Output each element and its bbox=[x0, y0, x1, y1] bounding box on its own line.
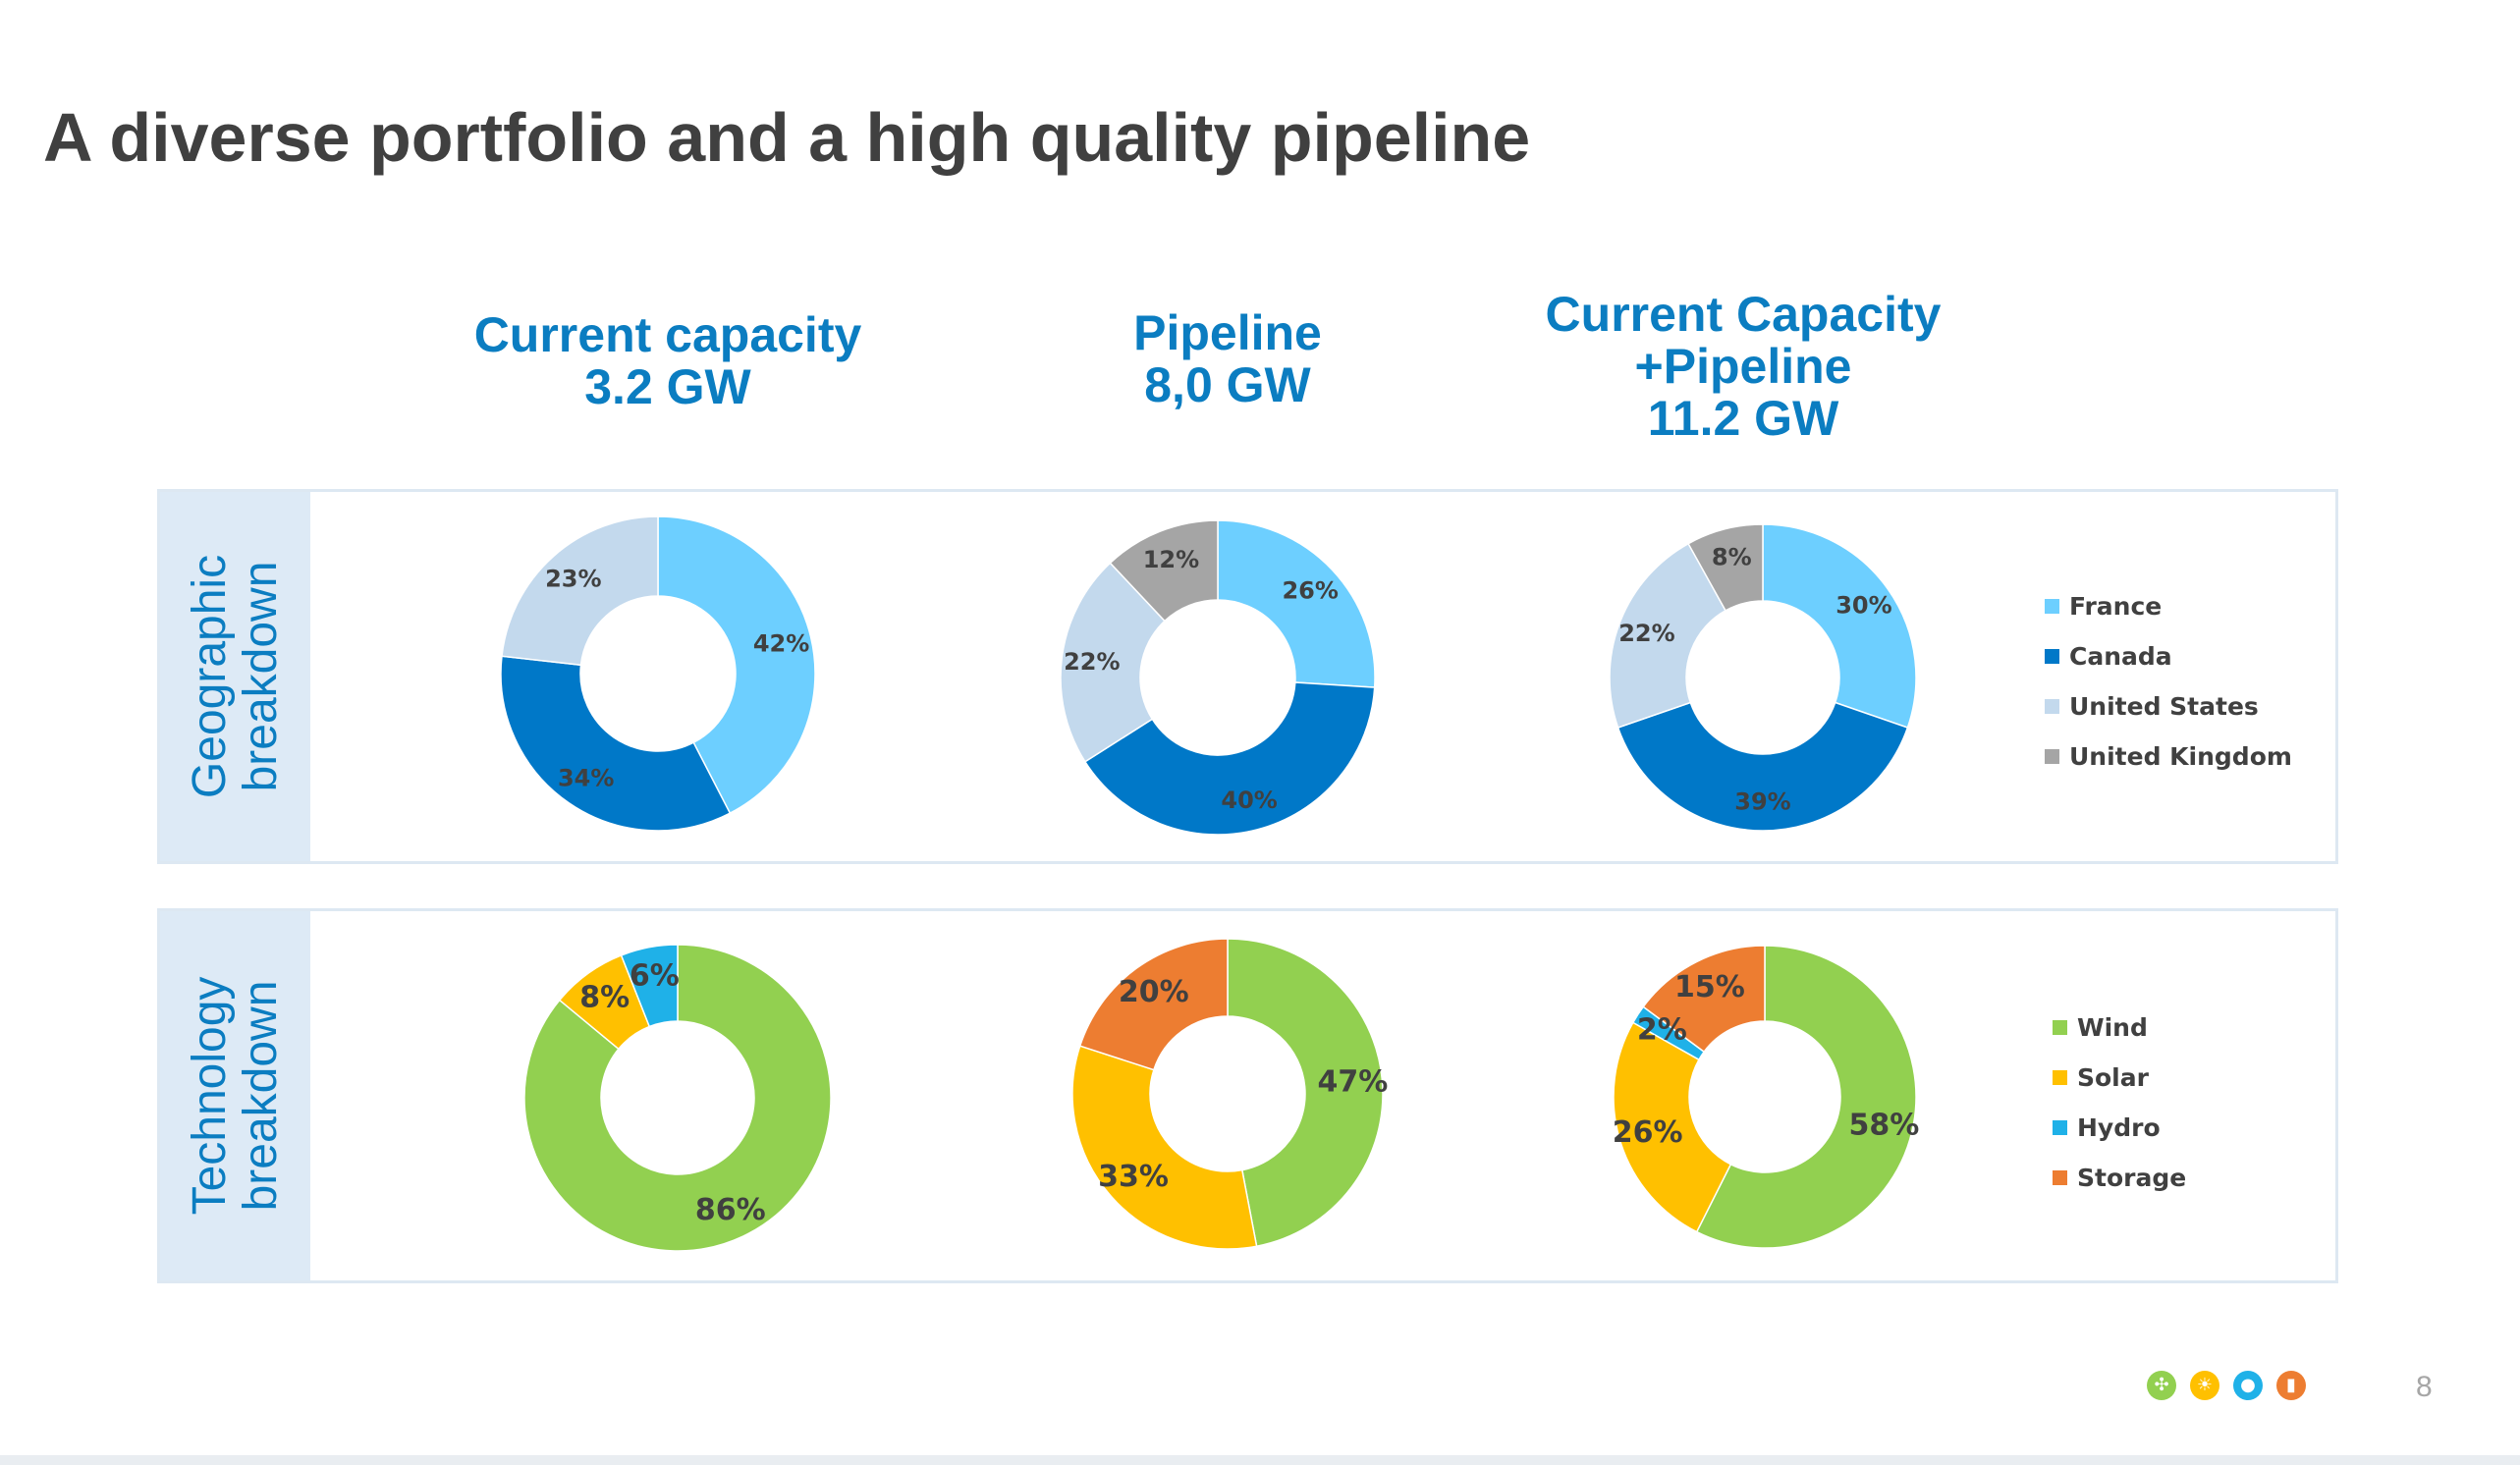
geographic-row-label-band: Geographic breakdown bbox=[160, 492, 310, 861]
slice-label-united-kingdom: 8% bbox=[1712, 544, 1752, 571]
legend-swatch-canada bbox=[2045, 649, 2059, 664]
slice-wind bbox=[1695, 945, 1917, 1249]
column-header-combined: Current Capacity +Pipeline 11.2 GW bbox=[1468, 289, 2018, 445]
slice-label-solar: 26% bbox=[1613, 1115, 1683, 1150]
legend-item-wind: Wind bbox=[2053, 1003, 2186, 1053]
legend-swatch-united-states bbox=[2045, 699, 2059, 714]
slice-label-united-kingdom: 12% bbox=[1143, 546, 1199, 573]
legend-label: Canada bbox=[2069, 642, 2172, 671]
legend-item-canada: Canada bbox=[2045, 631, 2292, 681]
legend-label: United States bbox=[2069, 692, 2259, 721]
slice-storage bbox=[1078, 938, 1229, 1071]
slice-united-kingdom bbox=[1687, 523, 1764, 612]
donut-chart-geographic-2: 26% 40% 22% 12% bbox=[1060, 519, 1376, 836]
donut-chart-geographic-3: 30% 39% 22% 8% bbox=[1609, 523, 1917, 832]
legend-item-france: France bbox=[2045, 581, 2292, 631]
slice-label-canada: 40% bbox=[1221, 787, 1277, 814]
slice-canada bbox=[500, 655, 732, 832]
donut-chart-geographic-1: 42% 34% 23% bbox=[500, 515, 816, 832]
slice-label-france: 30% bbox=[1835, 592, 1891, 620]
legend-label: Solar bbox=[2077, 1063, 2149, 1092]
wind-turbine-icon: ✣ bbox=[2147, 1371, 2176, 1400]
slice-label-solar: 33% bbox=[1098, 1160, 1169, 1194]
slice-label-hydro: 6% bbox=[630, 958, 680, 993]
slice-label-united-states: 22% bbox=[1618, 620, 1674, 647]
slice-storage bbox=[1642, 945, 1766, 1054]
bottom-divider bbox=[0, 1455, 2520, 1465]
slice-united-kingdom bbox=[1109, 519, 1219, 623]
page-number: 8 bbox=[2416, 1371, 2433, 1403]
slice-label-wind: 58% bbox=[1848, 1108, 1919, 1142]
slice-hydro bbox=[620, 944, 679, 1028]
legend-item-storage: Storage bbox=[2053, 1153, 2186, 1203]
slice-label-canada: 39% bbox=[1734, 787, 1790, 815]
donut-chart-technology-2: 47% 33% 20% bbox=[1071, 938, 1389, 1250]
slice-label-france: 42% bbox=[753, 630, 809, 658]
slice-united-states bbox=[1060, 562, 1166, 763]
slice-canada bbox=[1083, 681, 1376, 836]
slice-france bbox=[1762, 523, 1917, 729]
slice-label-wind: 86% bbox=[695, 1193, 766, 1227]
technology-legend: Wind Solar Hydro Storage bbox=[2053, 1003, 2186, 1203]
legend-item-hydro: Hydro bbox=[2053, 1103, 2186, 1153]
slice-wind bbox=[523, 944, 832, 1252]
sun-icon: ☀ bbox=[2190, 1371, 2219, 1400]
slide-title: A diverse portfolio and a high quality p… bbox=[43, 99, 1531, 176]
legend-item-united-kingdom: United Kingdom bbox=[2045, 732, 2292, 782]
legend-label: France bbox=[2069, 592, 2163, 621]
slice-france bbox=[1217, 519, 1376, 688]
slice-france bbox=[657, 515, 816, 815]
legend-swatch-hydro bbox=[2053, 1120, 2067, 1135]
legend-swatch-wind bbox=[2053, 1020, 2067, 1035]
column-header-line: 11.2 GW bbox=[1647, 391, 1839, 446]
legend-label: Storage bbox=[2077, 1164, 2187, 1192]
column-header-current-capacity: Current capacity 3.2 GW bbox=[393, 309, 943, 413]
column-header-line: Current capacity bbox=[473, 307, 862, 362]
water-drop-icon: ● bbox=[2233, 1371, 2263, 1400]
slice-united-states bbox=[501, 515, 659, 667]
slice-wind bbox=[1227, 938, 1384, 1248]
technology-row-label-band: Technology breakdown bbox=[160, 911, 310, 1280]
column-header-line: +Pipeline bbox=[1634, 339, 1852, 394]
slice-label-storage: 20% bbox=[1119, 975, 1189, 1009]
donut-chart-technology-1: 86% 8%6% bbox=[523, 944, 832, 1252]
legend-swatch-united-kingdom bbox=[2045, 749, 2059, 764]
slice-label-canada: 34% bbox=[558, 764, 614, 791]
slice-label-solar: 8% bbox=[579, 980, 630, 1014]
column-header-line: 8,0 GW bbox=[1144, 357, 1311, 412]
geographic-legend: France Canada United States United Kingd… bbox=[2045, 581, 2292, 782]
footer-icons: ✣ ☀ ● ▮ bbox=[2147, 1371, 2306, 1400]
column-header-line: Pipeline bbox=[1133, 305, 1322, 360]
legend-label: Wind bbox=[2077, 1013, 2148, 1042]
column-header-line: Current Capacity bbox=[1545, 287, 1942, 342]
slice-label-storage: 15% bbox=[1674, 970, 1745, 1004]
slice-solar bbox=[1613, 1021, 1732, 1233]
slice-solar bbox=[1071, 1045, 1258, 1250]
slice-label-united-states: 23% bbox=[545, 566, 601, 593]
slice-label-united-states: 22% bbox=[1064, 648, 1120, 676]
slice-label-wind: 47% bbox=[1318, 1064, 1389, 1099]
donut-chart-technology-3: 58% 26% 2% 15% bbox=[1613, 945, 1919, 1249]
column-header-pipeline: Pipeline 8,0 GW bbox=[953, 307, 1503, 411]
legend-label: Hydro bbox=[2077, 1113, 2161, 1142]
legend-item-united-states: United States bbox=[2045, 681, 2292, 732]
legend-label: United Kingdom bbox=[2069, 742, 2292, 771]
slice-label-france: 26% bbox=[1282, 577, 1338, 605]
legend-swatch-storage bbox=[2053, 1170, 2067, 1185]
legend-swatch-france bbox=[2045, 599, 2059, 614]
battery-icon: ▮ bbox=[2276, 1371, 2306, 1400]
column-header-line: 3.2 GW bbox=[584, 359, 751, 414]
slice-united-states bbox=[1609, 542, 1727, 729]
slice-label-hydro: 2% bbox=[1637, 1013, 1687, 1048]
legend-item-solar: Solar bbox=[2053, 1053, 2186, 1103]
slice-canada bbox=[1616, 701, 1909, 832]
legend-swatch-solar bbox=[2053, 1070, 2067, 1085]
